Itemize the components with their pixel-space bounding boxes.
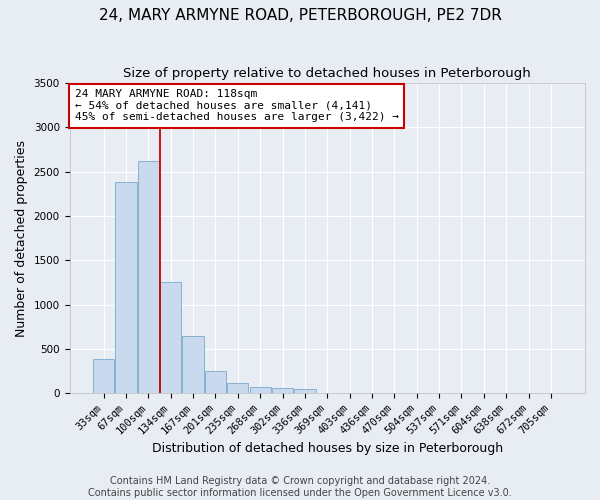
Bar	[115, 182, 137, 393]
Text: Contains HM Land Registry data © Crown copyright and database right 2024.
Contai: Contains HM Land Registry data © Crown c…	[88, 476, 512, 498]
Bar	[137, 161, 159, 393]
Bar	[205, 371, 226, 393]
X-axis label: Distribution of detached houses by size in Peterborough: Distribution of detached houses by size …	[152, 442, 503, 455]
Title: Size of property relative to detached houses in Peterborough: Size of property relative to detached ho…	[124, 68, 531, 80]
Bar	[272, 388, 293, 393]
Y-axis label: Number of detached properties: Number of detached properties	[15, 140, 28, 336]
Bar	[160, 282, 181, 393]
Bar	[250, 388, 271, 393]
Text: 24 MARY ARMYNE ROAD: 118sqm
← 54% of detached houses are smaller (4,141)
45% of : 24 MARY ARMYNE ROAD: 118sqm ← 54% of det…	[74, 90, 398, 122]
Bar	[93, 358, 114, 393]
Bar	[227, 384, 248, 393]
Bar	[294, 389, 316, 393]
Text: 24, MARY ARMYNE ROAD, PETERBOROUGH, PE2 7DR: 24, MARY ARMYNE ROAD, PETERBOROUGH, PE2 …	[98, 8, 502, 22]
Bar	[182, 336, 203, 393]
